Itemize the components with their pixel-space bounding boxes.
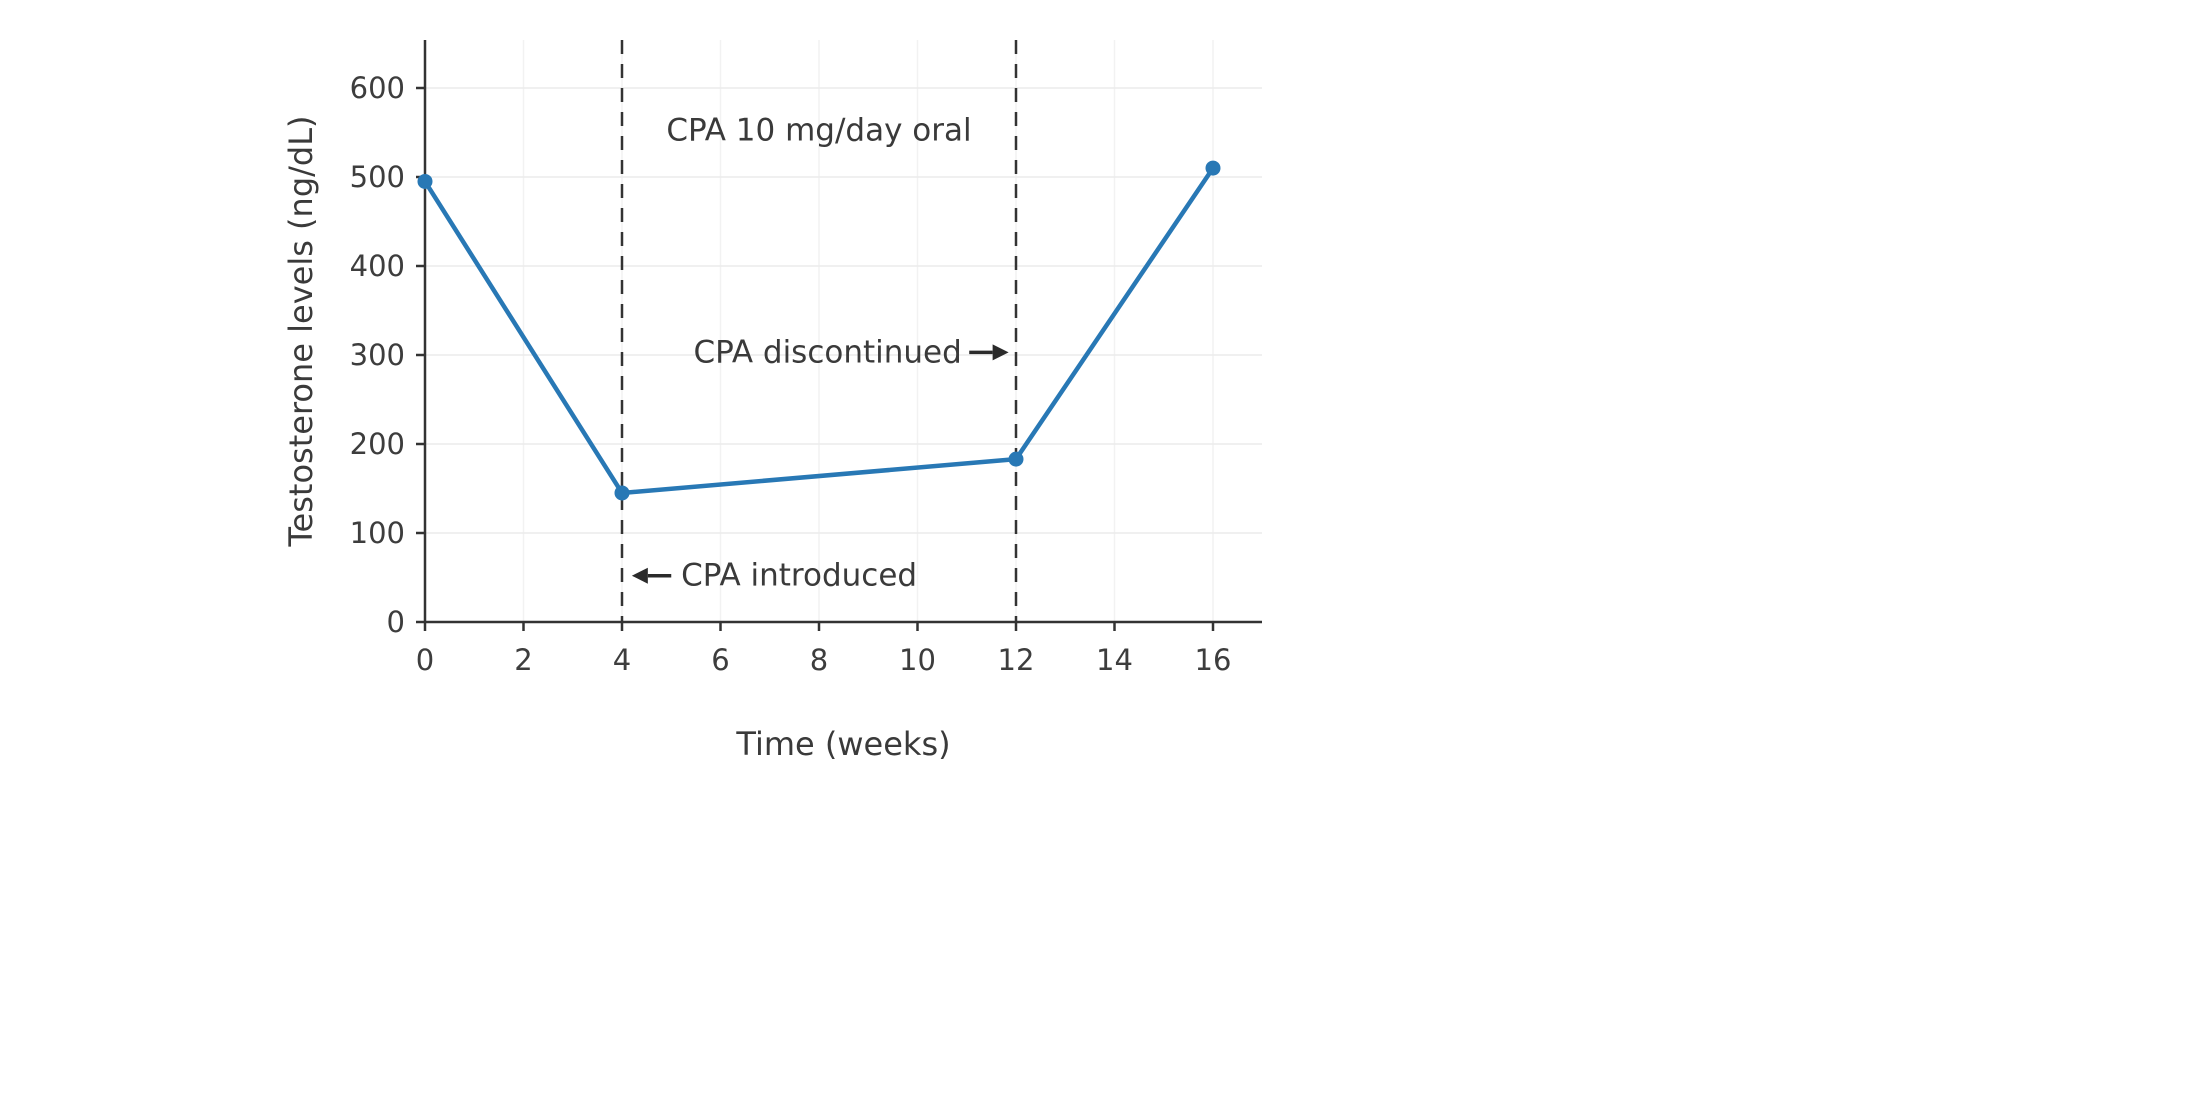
x-tick-label: 10 <box>899 643 936 677</box>
y-axis-title: Testosterone levels (ng/dL) <box>282 115 320 547</box>
x-tick-label: 8 <box>810 643 828 677</box>
annotation-arrow-head <box>992 344 1009 361</box>
cpa-dose-label: CPA 10 mg/day oral <box>666 113 971 149</box>
x-tick-label: 12 <box>998 643 1035 677</box>
x-axis-title: Time (weeks) <box>735 725 950 763</box>
y-tick-label: 200 <box>350 427 405 461</box>
x-tick-label: 0 <box>416 643 434 677</box>
y-tick-label: 300 <box>350 338 405 372</box>
cpa-introduced-label: CPA introduced <box>681 558 917 594</box>
data-point-marker <box>614 485 630 501</box>
y-tick-label: 400 <box>350 249 405 283</box>
testosterone-series-line <box>422 165 1216 496</box>
data-point-marker <box>1205 160 1221 176</box>
x-tick-label: 14 <box>1096 643 1133 677</box>
x-tick-label: 2 <box>514 643 532 677</box>
y-tick-label: 100 <box>350 516 405 550</box>
annotation-arrow-head <box>631 567 648 584</box>
x-tick-label: 4 <box>613 643 631 677</box>
x-tick-label: 6 <box>711 643 729 677</box>
data-point-marker <box>1008 451 1024 467</box>
y-tick-label: 500 <box>350 160 405 194</box>
data-point-marker <box>417 173 433 189</box>
cpa-discontinued-label: CPA discontinued <box>693 334 961 370</box>
y-tick-label: 0 <box>387 605 405 639</box>
y-tick-label: 600 <box>350 71 405 105</box>
x-tick-label: 16 <box>1195 643 1232 677</box>
